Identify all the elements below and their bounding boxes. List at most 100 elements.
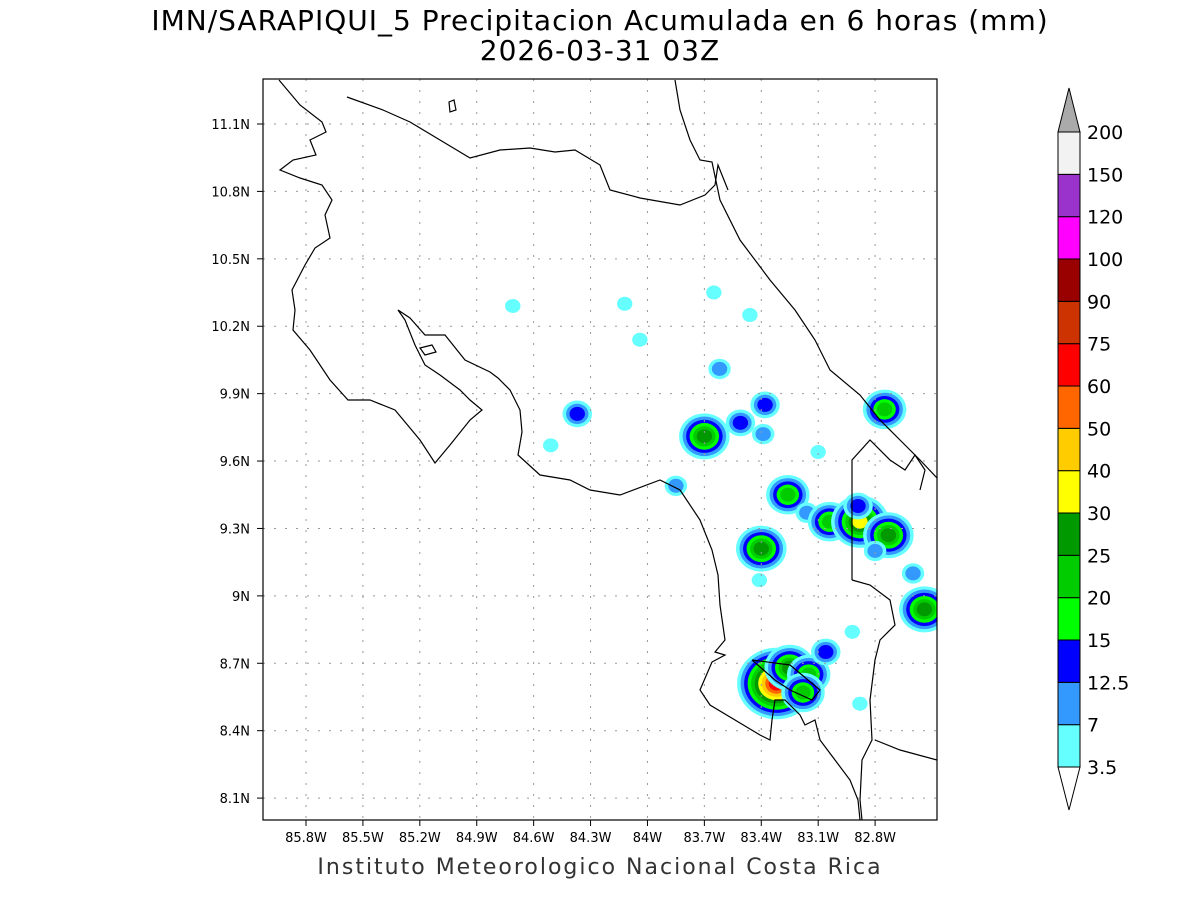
colorbar-label: 120: [1087, 207, 1123, 229]
precip-contour-20: [795, 685, 811, 700]
colorbar-label: 75: [1087, 334, 1111, 356]
precip-cell: [543, 438, 559, 453]
y-tick-label: 10.8N: [211, 185, 250, 200]
precip-cell: [751, 573, 768, 588]
precip-cell: [862, 389, 907, 430]
colorbar-swatch: [1057, 216, 1081, 260]
precip-contour-3.5: [706, 285, 722, 300]
precipitation-field: [505, 285, 937, 720]
colorbar-swatch: [1057, 300, 1081, 345]
map-subtitle: 2026-03-31 03Z: [479, 34, 721, 67]
colorbar-over-arrow: [1057, 87, 1081, 133]
precip-contour-25: [696, 429, 713, 444]
precip-cell: [766, 474, 810, 515]
x-tick-label: 84.6W: [513, 831, 555, 846]
precip-cell: [735, 525, 787, 572]
precip-contour-7: [711, 361, 728, 376]
precip-contour-3.5: [810, 445, 826, 460]
colorbar-label: 50: [1087, 418, 1111, 440]
grid-lines: [263, 79, 937, 820]
colorbar-swatch: [1057, 597, 1081, 641]
y-tick-label: 8.7N: [220, 657, 250, 672]
precip-contour-20: [876, 402, 893, 417]
colorbar-label: 40: [1087, 461, 1111, 483]
x-tick-label: 84.3W: [570, 831, 612, 846]
precip-contour-25: [753, 541, 769, 556]
y-tick-label: 9.6N: [220, 455, 250, 470]
precip-contour-3.5: [543, 438, 559, 453]
x-tick-label: 84W: [633, 831, 663, 846]
pacific-coastline: [278, 79, 861, 820]
colorbar-label: 200: [1087, 122, 1123, 144]
y-tick-label: 8.4N: [220, 725, 250, 740]
precip-cell: [810, 445, 826, 460]
precip-contour-3.5: [632, 332, 648, 347]
colorbar-legend: 3.5 7 12.5 15 20 25 30 40 50 60 75 90 100 120 150 200: [1057, 87, 1129, 811]
colorbar-label: 100: [1087, 249, 1123, 271]
precip-contour-12.5: [569, 406, 585, 421]
precip-cell: [811, 638, 841, 666]
x-tick-label: 85.8W: [285, 831, 327, 846]
precip-cell: [901, 563, 925, 584]
y-tick-label: 9N: [232, 590, 250, 605]
x-tick-label: 85.2W: [399, 831, 441, 846]
precip-contour-7: [755, 427, 771, 442]
precip-cell: [844, 624, 861, 639]
colorbar-label: 3.5: [1087, 757, 1117, 779]
y-tick-label: 10.2N: [211, 320, 250, 335]
y-tick-label: 9.3N: [220, 522, 250, 537]
colorbar-swatch: [1057, 385, 1081, 429]
precip-contour-3.5: [742, 307, 758, 322]
y-tick-label: 11.1N: [211, 118, 250, 133]
precip-cell: [706, 285, 722, 300]
precip-contour-3.5: [505, 299, 521, 314]
x-tick-label: 83.4W: [740, 831, 782, 846]
colorbar-label: 30: [1087, 503, 1111, 525]
precip-cell: [742, 307, 758, 322]
precip-contour-12.5: [818, 645, 834, 660]
map-title: IMN/SARAPIQUI_5 Precipitacion Acumulada …: [151, 4, 1049, 37]
precip-contour-7: [905, 566, 921, 581]
colorbar-swatch: [1057, 639, 1081, 683]
panama-border: [851, 439, 926, 580]
caribbean-coastline: [674, 79, 937, 479]
colorbar-label: 150: [1087, 164, 1123, 186]
precip-contour-7: [867, 543, 883, 558]
precip-cell: [843, 492, 873, 520]
colorbar-swatch: [1057, 427, 1081, 472]
colorbar-swatch: [1057, 173, 1081, 218]
colorbar-label: 7: [1087, 715, 1099, 737]
y-tick-label: 9.9N: [220, 388, 250, 403]
colorbar-label: 20: [1087, 588, 1111, 610]
precip-cell: [679, 413, 730, 460]
longitude-axis: 85.8W 85.5W 85.2W 84.9W 84.6W 84.3W 84W 83.7W 83…: [285, 820, 896, 846]
colorbar-label: 25: [1087, 545, 1111, 567]
precip-cell: [616, 296, 633, 311]
map-frame: [262, 78, 938, 821]
colorbar-label: 15: [1087, 630, 1111, 652]
precip-cell: [725, 409, 756, 437]
y-tick-label: 10.5N: [211, 253, 250, 268]
precip-contour-3.5: [844, 624, 861, 639]
precip-cell: [852, 696, 868, 711]
precip-cell: [751, 423, 775, 445]
lake-island: [418, 344, 437, 356]
panama-coastline: [851, 579, 896, 820]
precip-cell: [863, 540, 887, 562]
precip-cell: [562, 400, 593, 428]
colorbar-under-arrow: [1057, 766, 1081, 811]
colorbar-label: 60: [1087, 376, 1111, 398]
precip-cell: [505, 299, 521, 314]
colorbar-swatch: [1057, 343, 1081, 387]
colorbar-swatch: [1057, 131, 1081, 175]
precip-cell: [899, 586, 937, 633]
precip-contour-12.5: [732, 415, 749, 430]
precip-cell: [708, 358, 731, 380]
precip-contour-20: [780, 487, 796, 502]
precip-cell: [750, 391, 780, 419]
island: [448, 99, 457, 113]
precip-cell: [632, 332, 648, 347]
colorbar-swatch: [1057, 258, 1081, 302]
colorbar-swatch: [1057, 724, 1081, 768]
